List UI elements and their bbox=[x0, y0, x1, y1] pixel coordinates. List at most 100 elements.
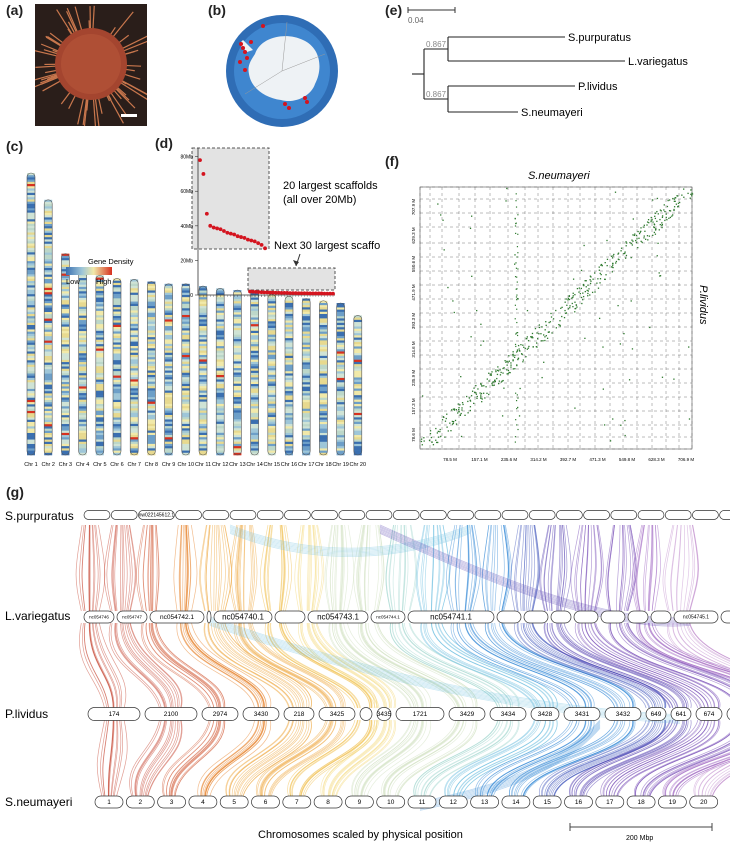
dotplot-chart: S.neumayeri 78.5 M 157.1 M 235.6 M 314.2 M 3… bbox=[411, 170, 709, 462]
chromosome: Chr 13 bbox=[229, 289, 246, 468]
dotplot-y-tick: 471.9 M bbox=[411, 284, 416, 301]
variegatus-chromosome: nc054741.1 bbox=[407, 610, 495, 624]
lividus-chromosome: 174 bbox=[87, 707, 141, 721]
purpuratus-chromosome bbox=[501, 510, 529, 520]
scaffold-point bbox=[239, 235, 243, 239]
neumayeri-chromosome: 11 bbox=[407, 795, 437, 809]
svg-text:15: 15 bbox=[544, 799, 552, 806]
row-label-neumayeri: S.neumayeri bbox=[5, 795, 72, 809]
annotation-largest-line1: 20 largest scaffolds bbox=[283, 180, 378, 192]
chromosome: Chr 11 bbox=[195, 285, 211, 468]
panel-label-d: (d) bbox=[155, 135, 173, 151]
lividus-chromosome: 3425 bbox=[318, 707, 356, 721]
scaffold-point bbox=[311, 291, 315, 296]
chromosome-label: Chr 2 bbox=[41, 462, 54, 468]
dotplot-x-tick: 78.5 M bbox=[443, 457, 457, 462]
dotplot-x-tick: 235.6 M bbox=[501, 457, 518, 462]
annotation-next: Next 30 largest scaffolds bbox=[274, 240, 380, 252]
scaffold-point bbox=[288, 291, 292, 295]
svg-text:12: 12 bbox=[450, 799, 458, 806]
svg-text:20: 20 bbox=[700, 799, 708, 806]
scaffold-point bbox=[262, 290, 267, 295]
neumayeri-chromosome: 14 bbox=[501, 795, 531, 809]
scaffold-point bbox=[325, 291, 330, 296]
purpuratus-chromosome bbox=[664, 510, 692, 520]
y-tick-label: 60Mb bbox=[180, 189, 193, 195]
chromosome: Chr 5 bbox=[93, 275, 107, 468]
neumayeri-chromosome: 9 bbox=[345, 795, 374, 809]
synteny-plot: S.purpuratus L.variegatus P.lividus S.ne… bbox=[5, 509, 730, 842]
lividus-chromosome: 1721 bbox=[395, 707, 445, 721]
scaffold-point bbox=[331, 291, 335, 296]
legend-gradient bbox=[66, 267, 112, 275]
svg-text:16: 16 bbox=[575, 799, 583, 806]
chromosome-label: Chr 16 bbox=[281, 462, 298, 468]
variegatus-chromosome bbox=[600, 610, 626, 624]
synteny-caption: Chromosomes scaled by physical position bbox=[258, 829, 463, 841]
svg-text:641: 641 bbox=[676, 711, 687, 718]
panel-label-e: (e) bbox=[385, 2, 403, 18]
svg-text:1: 1 bbox=[107, 799, 111, 806]
lividus-chromosome bbox=[359, 707, 373, 721]
variegatus-chromosome: nc054740.1 bbox=[213, 610, 273, 624]
purpuratus-chromosome bbox=[83, 510, 111, 520]
chromosome-label: Chr 18 bbox=[315, 462, 332, 468]
scaffold-point bbox=[222, 229, 226, 233]
scaffold-point bbox=[263, 246, 267, 251]
purpuratus-chromosome bbox=[420, 510, 447, 520]
lividus-chromosome: 3435 bbox=[376, 707, 392, 721]
svg-text:9: 9 bbox=[358, 799, 362, 806]
lividus-chromosome: 3434 bbox=[489, 707, 527, 721]
variegatus-chromosome bbox=[573, 610, 599, 624]
svg-text:3429: 3429 bbox=[460, 711, 475, 718]
scaffold-point bbox=[242, 236, 247, 240]
purpuratus-chromosome bbox=[110, 510, 138, 520]
chromosome: Chr 20 bbox=[350, 315, 366, 468]
purpuratus-chromosome bbox=[256, 510, 284, 520]
scaffold-point bbox=[296, 291, 301, 296]
svg-text:3425: 3425 bbox=[330, 711, 345, 718]
svg-text:3430: 3430 bbox=[254, 711, 269, 718]
chromosome: Chr 9 bbox=[162, 283, 175, 468]
chromosome: Chr 16 bbox=[281, 295, 298, 468]
scaffold-point bbox=[316, 291, 321, 296]
svg-text:1721: 1721 bbox=[413, 711, 428, 718]
scaffold-point bbox=[270, 290, 275, 295]
support-value-1: 0.867 bbox=[426, 40, 447, 49]
scaffold-point bbox=[256, 290, 261, 294]
chromosome-label: Chr 19 bbox=[332, 462, 349, 468]
purpuratus-chromosome bbox=[175, 510, 202, 520]
neumayeri-chromosome: 12 bbox=[438, 795, 468, 809]
svg-text:2100: 2100 bbox=[164, 711, 179, 718]
scaffold-point bbox=[319, 291, 324, 296]
scaffold-point bbox=[268, 290, 272, 295]
scaffold-point bbox=[322, 291, 327, 296]
lividus-chromosome: 3432 bbox=[604, 707, 642, 721]
chromosome: Chr 10 bbox=[178, 283, 194, 468]
scaffold-point bbox=[208, 223, 213, 228]
scaffold-point bbox=[313, 291, 318, 296]
svg-text:2974: 2974 bbox=[213, 711, 228, 718]
chromosome: Chr 1 bbox=[24, 172, 38, 468]
neumayeri-chromosome: 4 bbox=[188, 795, 218, 809]
scaffold-point bbox=[279, 291, 284, 295]
svg-text:13: 13 bbox=[481, 799, 489, 806]
svg-text:218: 218 bbox=[294, 711, 305, 718]
purpuratus-chromosome bbox=[365, 510, 393, 520]
chromosome: Chr 17 bbox=[298, 298, 314, 468]
legend-high: High bbox=[96, 277, 111, 286]
purpuratus-chromosome bbox=[528, 510, 556, 520]
lividus-chromosome: 3428 bbox=[530, 707, 560, 721]
scaffold-point bbox=[198, 158, 202, 163]
scaffold-point bbox=[328, 291, 333, 296]
svg-text:3431: 3431 bbox=[575, 711, 590, 718]
scaffold-point bbox=[218, 227, 223, 232]
panel-label-g: (g) bbox=[6, 484, 24, 500]
neumayeri-chromosome: 3 bbox=[157, 795, 186, 809]
chromosome-label: Chr 12 bbox=[212, 462, 229, 468]
variegatus-chromosome bbox=[550, 610, 572, 624]
phylogenetic-tree: 0.04 0.867 0.867 S.purpuratus L.variegat… bbox=[407, 7, 688, 119]
scaffold-size-chart: 80Mb 60Mb 40Mb 20Mb 0 20 largest scaffolds (… bbox=[180, 147, 380, 299]
chromosome: Chr 18 bbox=[315, 300, 332, 468]
purpuratus-chromosome bbox=[583, 510, 610, 520]
